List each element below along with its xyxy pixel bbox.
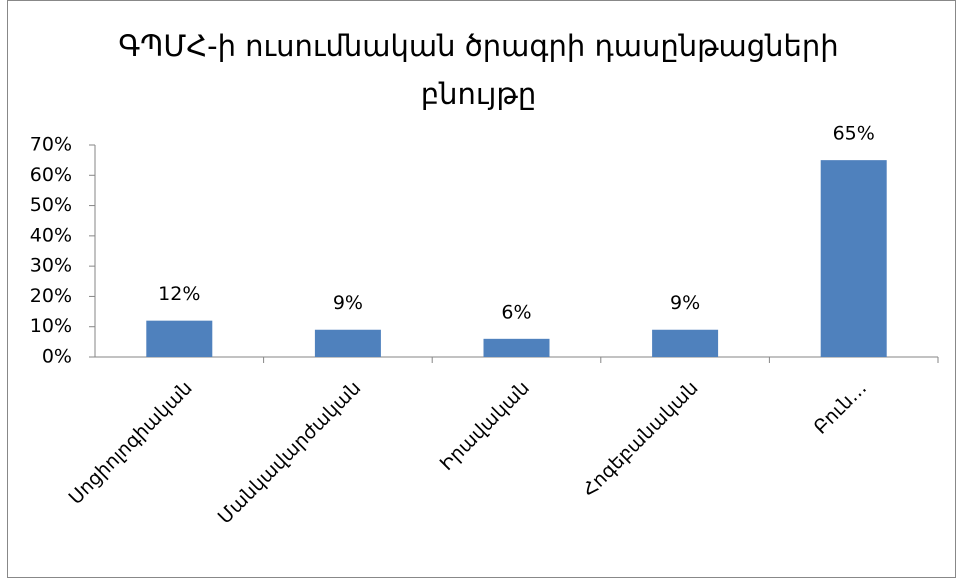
chart-title: ԳՊՄՀ-ի ուսումնական ծրագրի դասընթացների բ… [118,29,839,111]
x-tick-label: Բուն… [809,377,871,439]
y-tick-label: 0% [42,346,72,368]
x-tick-label: Իրավական [436,377,534,475]
y-tick-label: 40% [30,224,72,246]
data-label: 65% [833,123,875,145]
y-tick-label: 10% [30,315,72,337]
bar [146,320,213,357]
data-label: 12% [158,283,200,305]
y-tick-label: 70% [30,134,72,156]
x-tick-label: Հոգեբանական [578,377,702,501]
y-tick-label: 60% [30,164,72,186]
bar [314,329,381,357]
bar [820,160,887,357]
y-tick-label: 50% [30,194,72,216]
x-tick-label: Սոցիոլոգիական [65,377,197,509]
bar [652,329,719,357]
chart-border [7,0,956,578]
data-label: 6% [501,301,531,323]
y-tick-label: 30% [30,255,72,277]
y-tick-label: 20% [30,285,72,307]
x-tick-label: Մանկավարժական [214,377,366,529]
data-label: 9% [670,292,700,314]
bar [483,338,550,357]
data-label: 9% [333,292,363,314]
